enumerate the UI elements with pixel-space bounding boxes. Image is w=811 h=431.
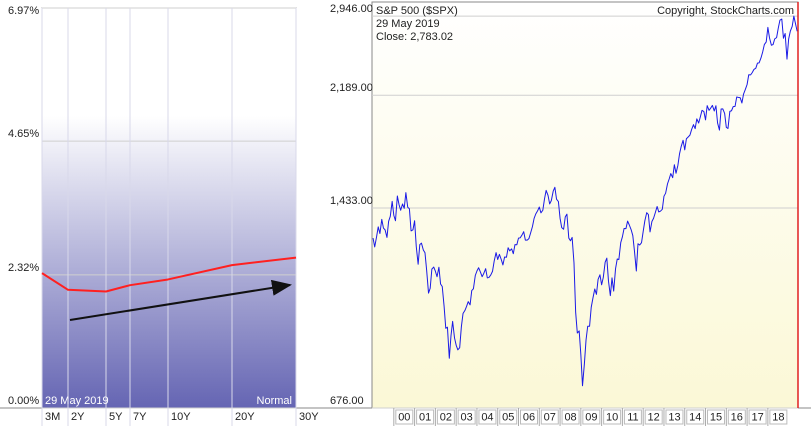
x-tick-label: 00 [398,411,410,423]
x-tick-label: 18 [772,411,784,423]
x-tick-box [665,409,684,425]
x-tick-box [499,409,518,425]
x-tick-box [603,409,622,425]
x-tick-label: 3M [45,411,60,423]
x-tick-label: 17 [751,411,763,423]
x-tick-box [623,409,642,425]
x-tick-box [478,409,497,425]
x-tick-box [436,409,455,425]
x-tick-label: 2Y [71,411,85,423]
x-tick-label: 05 [502,411,514,423]
x-tick-label: 04 [481,411,493,423]
y-tick-label: 2.32% [8,262,39,274]
y-tick-label: 676.00 [330,395,364,407]
x-tick-box [457,409,476,425]
x-tick-label: 08 [564,411,576,423]
data-line [41,256,297,293]
y-tick-label: 4.65% [8,128,39,140]
x-tick-label: 11 [627,411,638,423]
x-tick-label: 7Y [133,411,147,423]
x-tick-box [520,409,539,425]
y-tick-label: 6.97% [8,5,39,17]
x-tick-label: 07 [544,411,556,423]
x-tick-box [395,409,414,425]
x-tick-label: 16 [731,411,743,423]
x-tick-label: 02 [440,411,452,423]
x-tick-box [561,409,580,425]
spx-plot-area [371,1,799,409]
y-tick-label: 2,189.00 [330,82,373,94]
date-label: 29 May 2019 [376,18,440,30]
x-tick-box [686,409,705,425]
x-tick-label: 30Y [299,411,319,423]
x-tick-box [416,409,435,425]
trend-arrow [69,279,292,321]
date-label: 29 May 2019 [45,395,109,407]
x-tick-label: 13 [668,411,680,423]
x-tick-box [540,409,559,425]
yield-plot-area [41,7,297,409]
y-tick-label: 2,946.00 [330,3,373,15]
chart-title: S&P 500 ($SPX) [376,5,458,17]
data-line [372,15,798,387]
x-tick-label: 14 [689,411,701,423]
copyright: Copyright, StockCharts.com [657,5,794,17]
x-tick-box [748,409,767,425]
curve-shape: Normal [257,395,292,407]
x-tick-box [644,409,663,425]
x-tick-label: 12 [648,411,660,423]
x-tick-label: 5Y [109,411,123,423]
x-tick-label: 15 [710,411,722,423]
x-tick-box [582,409,601,425]
close-label: Close: 2,783.02 [376,31,453,43]
x-tick-label: 09 [585,411,597,423]
x-tick-box [769,409,788,425]
x-tick-label: 01 [419,411,431,423]
x-tick-label: 10 [606,411,618,423]
x-tick-box [707,409,726,425]
y-tick-label: 0.00% [8,395,39,407]
x-tick-label: 20Y [235,411,255,423]
x-tick-box [727,409,746,425]
x-tick-label: 03 [461,411,473,423]
x-tick-label: 06 [523,411,535,423]
y-tick-label: 1,433.00 [330,195,373,207]
x-tick-label: 10Y [171,411,191,423]
